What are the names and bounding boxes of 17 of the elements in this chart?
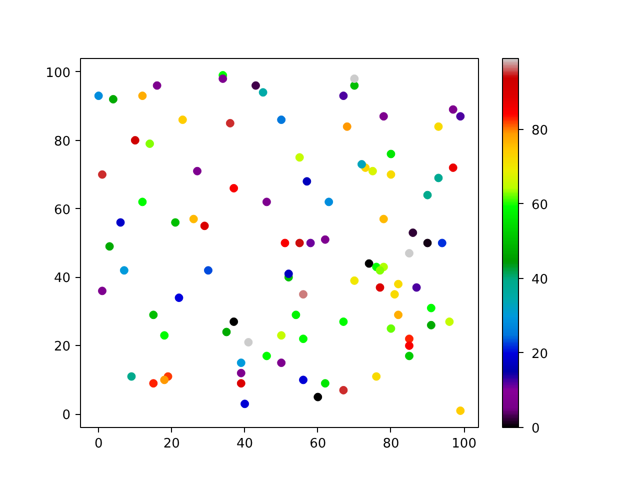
y-tick-label: 0 [62, 408, 71, 424]
color-bar-label: 0 [532, 422, 540, 436]
color-bar-label: 20 [532, 346, 548, 362]
x-tick-label: 40 [236, 436, 254, 452]
x-tick-label: 20 [163, 436, 180, 452]
y-tick-label: 80 [54, 134, 71, 150]
color-bar-label: 80 [532, 123, 548, 138]
x-tick-label: 60 [310, 436, 326, 452]
y-tick-label: 60 [54, 202, 71, 218]
color-bar-label: 40 [532, 272, 548, 288]
y-tick-label: 20 [54, 340, 71, 355]
y-tick-label: 100 [46, 66, 71, 81]
color-bar-label: 60 [532, 198, 548, 213]
y-tick-label: 40 [54, 271, 71, 286]
x-tick-label: 80 [382, 436, 400, 452]
x-tick-label: 0 [94, 436, 103, 452]
x-tick-label: 100 [452, 436, 476, 452]
